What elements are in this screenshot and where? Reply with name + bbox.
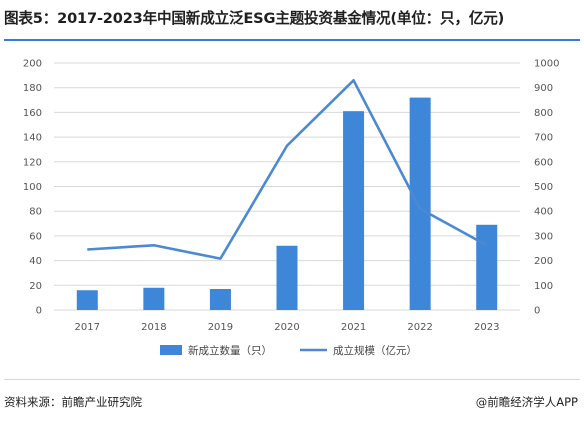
x-tick-label: 2020 — [274, 322, 299, 333]
right-tick-label: 900 — [534, 83, 553, 94]
legend-line-label: 成立规模（亿元） — [333, 344, 417, 357]
left-tick-label: 60 — [29, 231, 42, 242]
title-divider — [4, 39, 580, 41]
left-tick-label: 0 — [36, 306, 42, 317]
gridlines — [54, 62, 520, 311]
x-tick-label: 2018 — [141, 322, 166, 333]
footer-divider — [4, 379, 580, 380]
left-tick-label: 20 — [29, 281, 42, 292]
right-tick-label: 200 — [534, 256, 553, 267]
bar — [209, 289, 231, 310]
right-tick-label: 400 — [534, 207, 553, 218]
right-tick-label: 1000 — [534, 59, 559, 70]
source-note: 资料来源：前瞻产业研究院 — [4, 395, 142, 409]
left-tick-label: 40 — [29, 256, 42, 267]
left-tick-label: 180 — [23, 83, 42, 94]
left-axis-ticks: 0 20 40 60 80 100 120 140 160 180 200 — [23, 59, 42, 317]
left-tick-label: 120 — [23, 157, 42, 168]
legend-bar-swatch — [160, 345, 182, 355]
bar — [143, 287, 165, 310]
chart-title: 图表5：2017-2023年中国新成立泛ESG主题投资基金情况(单位：只，亿元) — [4, 10, 505, 27]
legend: 新成立数量（只） 成立规模（亿元） — [160, 344, 417, 357]
right-tick-label: 800 — [534, 108, 553, 119]
bar — [476, 224, 498, 310]
right-tick-label: 500 — [534, 182, 553, 193]
line-series — [87, 78, 488, 260]
bar — [343, 111, 365, 310]
left-tick-label: 80 — [29, 207, 42, 218]
x-tick-label: 2021 — [341, 322, 366, 333]
chart: 0 20 40 60 80 100 120 140 160 180 200 0 100 200 300 40… — [23, 59, 560, 358]
legend-bar-label: 新成立数量（只） — [188, 344, 272, 357]
x-tick-label: 2022 — [407, 322, 432, 333]
bar-series — [76, 97, 498, 310]
bar — [76, 290, 98, 310]
x-tick-label: 2019 — [208, 322, 233, 333]
left-tick-label: 200 — [23, 59, 42, 70]
credit-note: @前瞻经济学人APP — [475, 395, 578, 409]
right-tick-label: 600 — [534, 157, 553, 168]
right-tick-label: 700 — [534, 133, 553, 144]
x-tick-label: 2023 — [474, 322, 499, 333]
bar — [409, 97, 431, 310]
right-tick-label: 100 — [534, 281, 553, 292]
left-tick-label: 160 — [23, 108, 42, 119]
right-axis-ticks: 0 100 200 300 400 500 600 700 800 900 1000 — [534, 59, 559, 317]
left-tick-label: 100 — [23, 182, 42, 193]
left-tick-label: 140 — [23, 133, 42, 144]
x-axis-ticks: 2017 2018 2019 2020 2021 2022 2023 — [75, 322, 500, 333]
bar — [276, 245, 298, 310]
x-tick-label: 2017 — [75, 322, 100, 333]
right-tick-label: 0 — [534, 306, 540, 317]
right-tick-label: 300 — [534, 231, 553, 242]
